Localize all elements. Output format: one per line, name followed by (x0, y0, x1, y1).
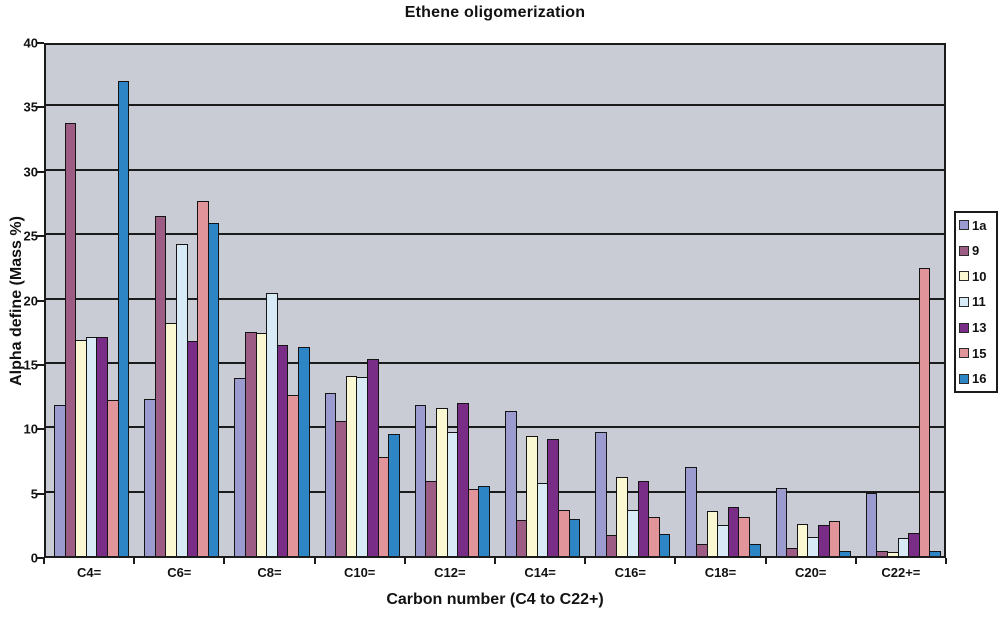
y-tick-mark (37, 170, 44, 173)
x-tick-mark (945, 558, 947, 564)
y-tick-mark (37, 106, 44, 109)
x-tick-mark (584, 558, 587, 564)
legend-item-10: 10 (959, 269, 993, 283)
bar-1a-C14= (505, 410, 517, 556)
bar-16-C22+= (929, 550, 941, 556)
bar-1a-C12= (414, 405, 427, 556)
x-axis-title: Carbon number (C4 to C22+) (386, 591, 604, 608)
legend-label: 10 (972, 268, 987, 284)
legend: 1a 9 10 11 13 15 16 (954, 211, 998, 393)
gridline (46, 233, 944, 236)
legend-item-9: 9 (959, 244, 993, 258)
x-tick-mark (133, 558, 136, 564)
bar-16-C14= (568, 518, 581, 556)
x-tick-mark (43, 558, 45, 564)
bar-13-C12= (457, 402, 469, 556)
legend-label: 16 (972, 371, 987, 387)
bar-15-C18= (738, 517, 750, 556)
legend-swatch-icon (959, 348, 969, 359)
legend-item-13: 13 (959, 321, 993, 335)
legend-swatch-icon (959, 220, 969, 230)
y-tick-label: 40 (23, 35, 38, 51)
x-tick-mark (494, 558, 496, 564)
x-tick-mark (674, 558, 677, 564)
bar-16-C6= (207, 222, 220, 556)
gridline (46, 361, 944, 364)
x-tick-mark (223, 558, 226, 564)
x-tick-mark (764, 558, 767, 564)
bar-16-C18= (749, 544, 761, 556)
bar-1a-C22+= (865, 492, 878, 556)
x-category-label: C20= (794, 565, 827, 580)
legend-item-11: 11 (959, 295, 993, 309)
bar-16-C16= (658, 534, 671, 556)
legend-swatch-icon (959, 245, 969, 256)
legend-swatch-icon (959, 271, 969, 282)
bar-16-C20= (839, 550, 851, 556)
y-tick-label: 15 (23, 357, 38, 373)
y-tick-mark (37, 363, 44, 366)
gridline (46, 168, 944, 171)
bar-15-C22+= (918, 267, 931, 556)
legend-label: 13 (972, 320, 987, 336)
x-tick-mark (854, 558, 857, 564)
legend-label: 11 (972, 294, 986, 310)
y-tick-label: 10 (23, 421, 38, 437)
gridline (46, 297, 944, 300)
legend-item-16: 16 (959, 372, 993, 386)
y-tick-mark (37, 557, 44, 559)
gridline (46, 490, 944, 493)
y-tick-label: 35 (23, 99, 38, 115)
y-tick-mark (37, 428, 44, 431)
y-tick-label: 30 (23, 164, 38, 180)
legend-item-1a: 1a (959, 218, 993, 232)
bar-16-C10= (388, 433, 400, 556)
y-tick-label: 0 (30, 550, 38, 566)
plot-area (44, 43, 946, 558)
x-category-label: C18= (704, 565, 737, 580)
bar-1a-C18= (685, 467, 697, 556)
x-category-label: C22+= (881, 565, 921, 580)
y-tick-label: 20 (23, 293, 38, 308)
x-category-label: C6= (167, 565, 192, 580)
y-tick-mark (37, 492, 44, 495)
x-category-label: C12= (434, 565, 466, 580)
x-category-label: C10= (343, 565, 376, 580)
y-tick-label: 5 (30, 486, 38, 502)
x-tick-mark (403, 558, 406, 564)
y-tick-label: 25 (23, 228, 38, 244)
x-category-label: C8= (257, 565, 282, 580)
legend-label: 15 (972, 345, 987, 361)
bar-16-C8= (298, 347, 310, 556)
x-category-label: C4= (76, 565, 102, 580)
y-tick-mark (37, 42, 44, 44)
x-tick-mark (313, 558, 316, 564)
x-category-label: C16= (614, 565, 647, 580)
legend-swatch-icon (959, 322, 969, 333)
bar-13-C14= (547, 438, 559, 556)
y-tick-mark (37, 299, 44, 302)
gridline (46, 426, 944, 429)
legend-swatch-icon (959, 296, 969, 307)
legend-item-15: 15 (959, 346, 993, 360)
bar-1a-C16= (595, 432, 607, 556)
bar-15-C20= (828, 521, 841, 556)
bar-16-C12= (478, 486, 490, 556)
x-category-label: C14= (524, 565, 556, 580)
legend-label: 1a (972, 217, 987, 233)
bar-1a-C20= (775, 487, 788, 556)
legend-label: 9 (972, 243, 980, 259)
bar-16-C4= (117, 80, 130, 556)
gridline (46, 104, 944, 107)
y-tick-mark (37, 235, 44, 238)
chart-title: Ethene oligomerization (404, 4, 586, 21)
legend-swatch-icon (959, 373, 969, 384)
